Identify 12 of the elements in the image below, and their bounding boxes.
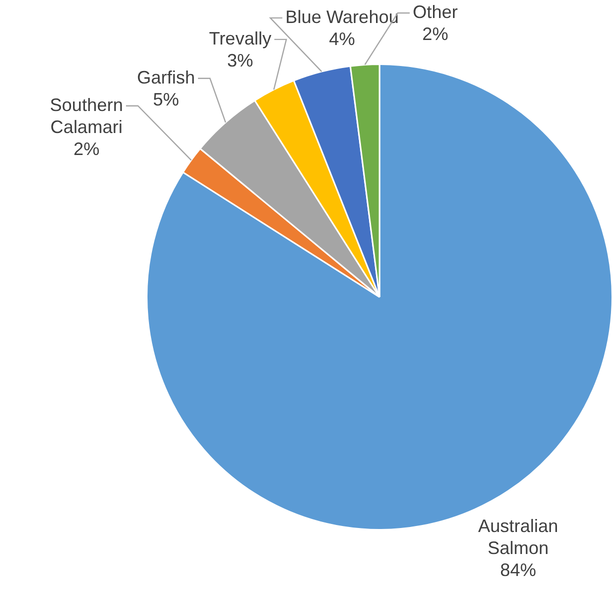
data-label: 2% [422,24,448,44]
slice-label: Australian Salmon [478,516,558,558]
slice-label: Trevally [208,28,272,48]
data-label: 84% [500,560,536,580]
data-label: 3% [227,50,254,70]
data-label: 5% [152,89,179,110]
slice-label: Other [412,2,458,22]
data-label: 2% [73,138,100,159]
slice-label: Garfish [136,67,195,88]
data-label: 4% [329,28,356,49]
slice-label: Blue Warehou [285,6,399,27]
slice-label: Southern Calamari [50,94,123,137]
